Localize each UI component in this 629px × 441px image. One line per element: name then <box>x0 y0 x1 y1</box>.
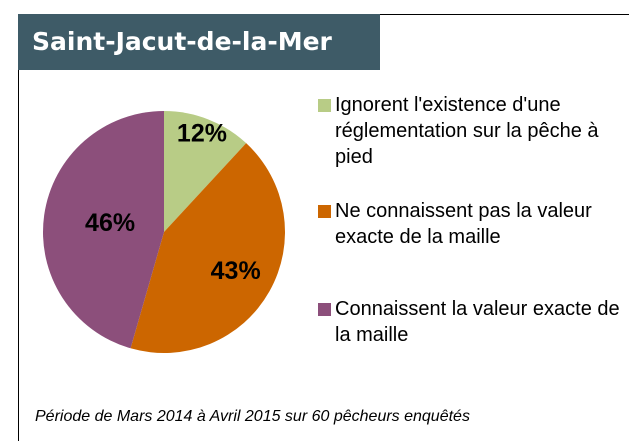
pie-slice <box>164 111 247 232</box>
legend-item: Ne connaissent pas la valeur exacte de l… <box>318 198 629 250</box>
legend-swatch <box>318 205 331 218</box>
legend-item: Connaissent la valeur exacte de la maill… <box>318 296 629 348</box>
pie-slice <box>43 111 164 349</box>
chart-title: Saint-Jacut-de-la-Mer <box>18 14 380 70</box>
note: Période de Mars 2014 à Avril 2015 sur 60… <box>35 408 470 425</box>
data-label: 43% <box>211 257 261 285</box>
legend-item: Ignorent l'existence d'une réglementatio… <box>318 92 629 170</box>
legend-swatch <box>318 99 331 112</box>
legend-swatch <box>318 303 331 316</box>
legend-label: Ignorent l'existence d'une réglementatio… <box>335 94 599 168</box>
data-label: 46% <box>85 209 135 237</box>
data-label: 12% <box>177 120 227 148</box>
pie-slice <box>130 143 285 353</box>
legend-label: Connaissent la valeur exacte de la maill… <box>335 298 620 346</box>
legend-label: Ne connaissent pas la valeur exacte de l… <box>335 200 592 248</box>
